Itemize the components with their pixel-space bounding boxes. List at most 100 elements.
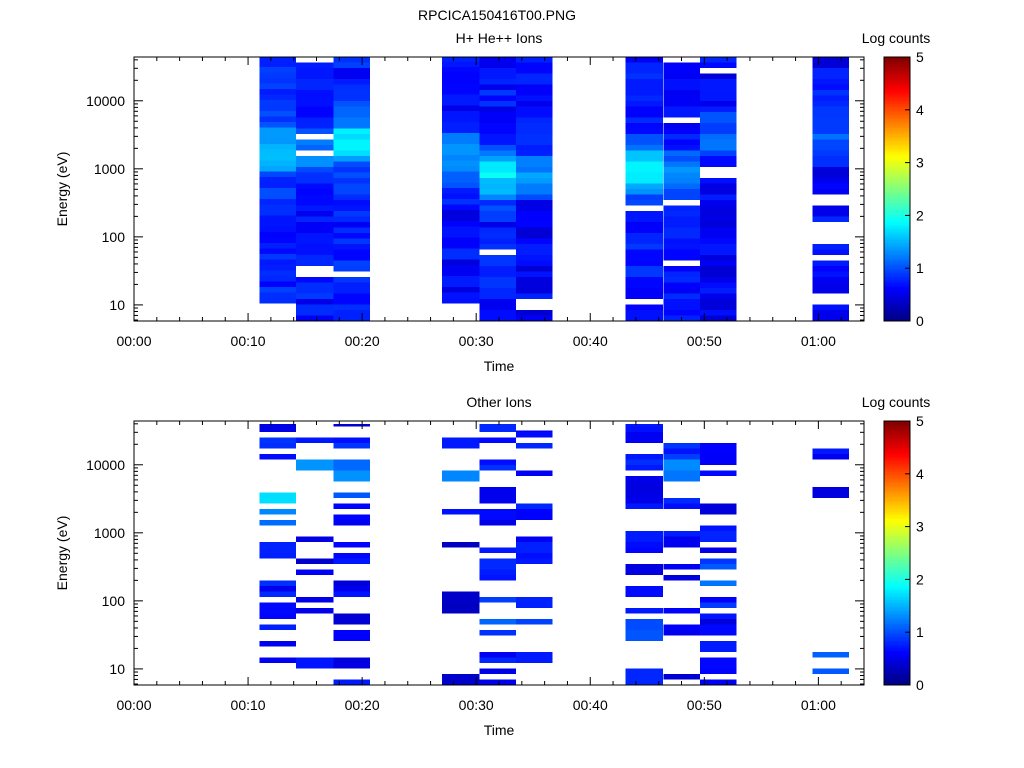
heatmap-cell — [625, 465, 664, 471]
heatmap-cell — [479, 101, 517, 107]
heatmap-cell — [812, 282, 850, 294]
x-tick-label: 00:30 — [459, 333, 494, 349]
colorbar-swatch — [884, 259, 910, 263]
heatmap-cell — [333, 79, 371, 85]
heatmap-cell — [625, 233, 664, 244]
colorbar-swatch — [884, 217, 910, 221]
heatmap-cell — [442, 122, 480, 133]
heatmap-cell — [516, 106, 553, 118]
colorbar-swatch — [884, 61, 910, 65]
colorbar-swatch — [884, 138, 910, 142]
heatmap-cell — [812, 487, 850, 498]
colorbar-swatch — [884, 643, 910, 646]
heatmap-cell — [663, 443, 700, 449]
colorbar-swatch — [884, 682, 910, 686]
heatmap-cell — [333, 266, 371, 272]
heatmap-cell — [812, 244, 850, 250]
heatmap-cell — [259, 100, 296, 111]
colorbar-swatch — [884, 184, 910, 188]
heatmap-cell — [296, 282, 334, 294]
heatmap-cell — [259, 443, 296, 449]
colorbar-swatch — [884, 285, 910, 289]
heatmap-cell — [625, 123, 664, 129]
heatmap-cell — [699, 156, 737, 167]
heatmap-cell — [442, 155, 480, 161]
heatmap-cell — [699, 470, 737, 476]
colorbar-swatch — [884, 663, 910, 666]
heatmap-cell — [333, 249, 371, 261]
colorbar-swatch — [884, 473, 910, 477]
heatmap-cell — [479, 547, 517, 553]
heatmap-cell — [259, 215, 296, 221]
heatmap-cell — [442, 287, 480, 293]
heatmap-cell — [479, 68, 517, 79]
heatmap-cell — [516, 542, 553, 553]
colorbar-swatch — [884, 557, 910, 561]
heatmap-cell — [259, 232, 296, 238]
heatmap-cell — [479, 630, 517, 636]
x-tick-label: 00:00 — [116, 697, 151, 713]
heatmap-cell — [479, 266, 517, 277]
heatmap-cell — [699, 525, 737, 531]
heatmap-cell — [516, 73, 553, 85]
heatmap-cell — [663, 216, 700, 228]
heatmap-cell — [479, 189, 517, 195]
colorbar-swatch — [884, 72, 910, 76]
heatmap-cell — [333, 106, 371, 118]
heatmap-cell — [259, 423, 296, 432]
colorbar-tick-label: 0 — [916, 313, 924, 329]
colorbar-swatch — [884, 147, 910, 150]
heatmap-cell — [663, 503, 700, 509]
x-tick-label: 00:40 — [573, 333, 608, 349]
heatmap-cell — [625, 150, 664, 162]
colorbar-swatch — [884, 678, 910, 682]
colorbar-swatch — [884, 445, 910, 448]
colorbar-tick-label: 1 — [916, 624, 924, 640]
heatmap-cell — [259, 144, 296, 150]
x-axis-label: Time — [484, 722, 515, 738]
colorbar-swatch — [884, 572, 910, 576]
heatmap-cell — [479, 492, 517, 504]
heatmap-cell — [259, 437, 296, 443]
heatmap-cell — [259, 72, 296, 78]
heatmap-cell — [625, 674, 664, 685]
heatmap-cell — [812, 106, 850, 118]
colorbar-swatch — [884, 211, 910, 214]
colorbar-swatch — [884, 645, 910, 649]
heatmap-cell — [663, 498, 700, 504]
heatmap-cell — [479, 520, 517, 526]
heatmap-cell — [516, 172, 553, 178]
heatmap-cell — [699, 62, 737, 68]
heatmap-cell — [663, 299, 700, 310]
colorbar-swatch — [884, 288, 910, 291]
heatmap-cell — [625, 161, 664, 173]
colorbar-swatch — [884, 228, 910, 232]
heatmap-cell — [442, 83, 480, 95]
heatmap-cell — [259, 166, 296, 172]
colorbar-swatch — [884, 200, 910, 203]
heatmap-cell — [663, 470, 700, 482]
heatmap-cell — [699, 597, 737, 603]
y-axis-label: Energy (eV) — [54, 152, 70, 227]
heatmap-cell — [625, 95, 664, 101]
colorbar-swatch — [884, 178, 910, 181]
heatmap-cell — [516, 62, 553, 74]
colorbar-swatch — [884, 127, 910, 131]
heatmap-cell — [663, 244, 700, 250]
heatmap-cell — [663, 156, 700, 162]
colorbar-swatch — [884, 515, 910, 519]
heatmap-cell — [516, 183, 553, 195]
colorbar-swatch — [884, 279, 910, 282]
colorbar-swatch — [884, 226, 910, 230]
heatmap-cell — [333, 553, 371, 559]
heatmap-cell — [699, 139, 737, 151]
colorbar-swatch — [884, 268, 910, 271]
colorbar-swatch — [884, 290, 910, 293]
heatmap-cell — [625, 277, 664, 288]
heatmap-cell — [259, 254, 296, 260]
colorbar-frame — [883, 56, 911, 322]
colorbar-swatch — [884, 270, 910, 274]
heatmap-cell — [516, 222, 553, 228]
colorbar-swatch — [884, 277, 910, 280]
heatmap-cell — [699, 205, 737, 211]
